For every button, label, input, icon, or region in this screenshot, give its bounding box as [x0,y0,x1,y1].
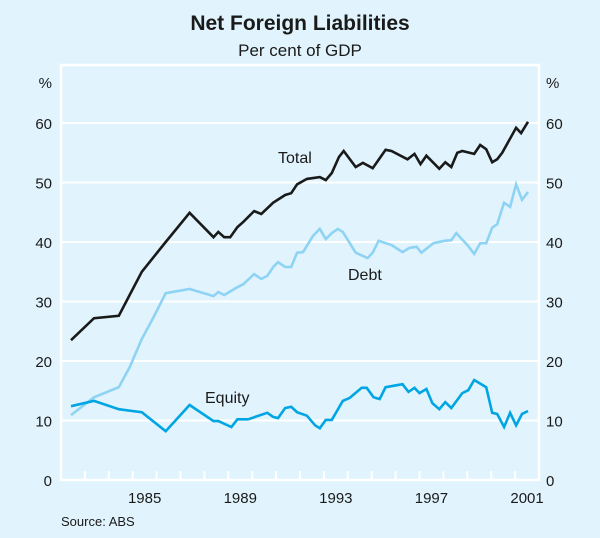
y-tick-label-left: 40 [35,235,52,252]
y-tick-label-right: 50 [546,176,563,193]
x-tick-label: 1989 [224,490,257,507]
y-tick-label-left: 50 [35,176,52,193]
x-tick-label: 1985 [128,490,161,507]
y-axis-unit-right: % [546,75,559,92]
y-tick-label-right: 60 [546,116,563,133]
series-label-equity: Equity [205,390,249,407]
y-tick-label-left: 0 [44,473,52,490]
x-tick-label: 1993 [319,490,352,507]
series-line-debt [70,180,530,417]
series-line-equity [70,378,529,433]
chart-subtitle: Per cent of GDP [238,41,362,60]
x-tick-label: 2001 [510,490,543,507]
y-axis-unit-left: % [39,75,52,92]
plot-frame [59,63,541,482]
y-tick-label-right: 40 [546,235,563,252]
y-tick-label-right: 20 [546,354,563,371]
y-tick-label-left: 10 [35,414,52,431]
y-tick-label-right: 30 [546,295,563,312]
x-tick-label: 1997 [415,490,448,507]
chart-title: Net Foreign Liabilities [190,12,409,35]
y-tick-label-right: 10 [546,414,563,431]
series-label-total: Total [278,150,312,167]
y-tick-label-left: 30 [35,295,52,312]
y-tick-label-right: 0 [546,473,554,490]
source-note: Source: ABS [61,514,135,529]
y-tick-label-left: 20 [35,354,52,371]
series-label-debt: Debt [348,267,382,284]
series-line-total [70,121,530,342]
y-tick-label-left: 60 [35,116,52,133]
